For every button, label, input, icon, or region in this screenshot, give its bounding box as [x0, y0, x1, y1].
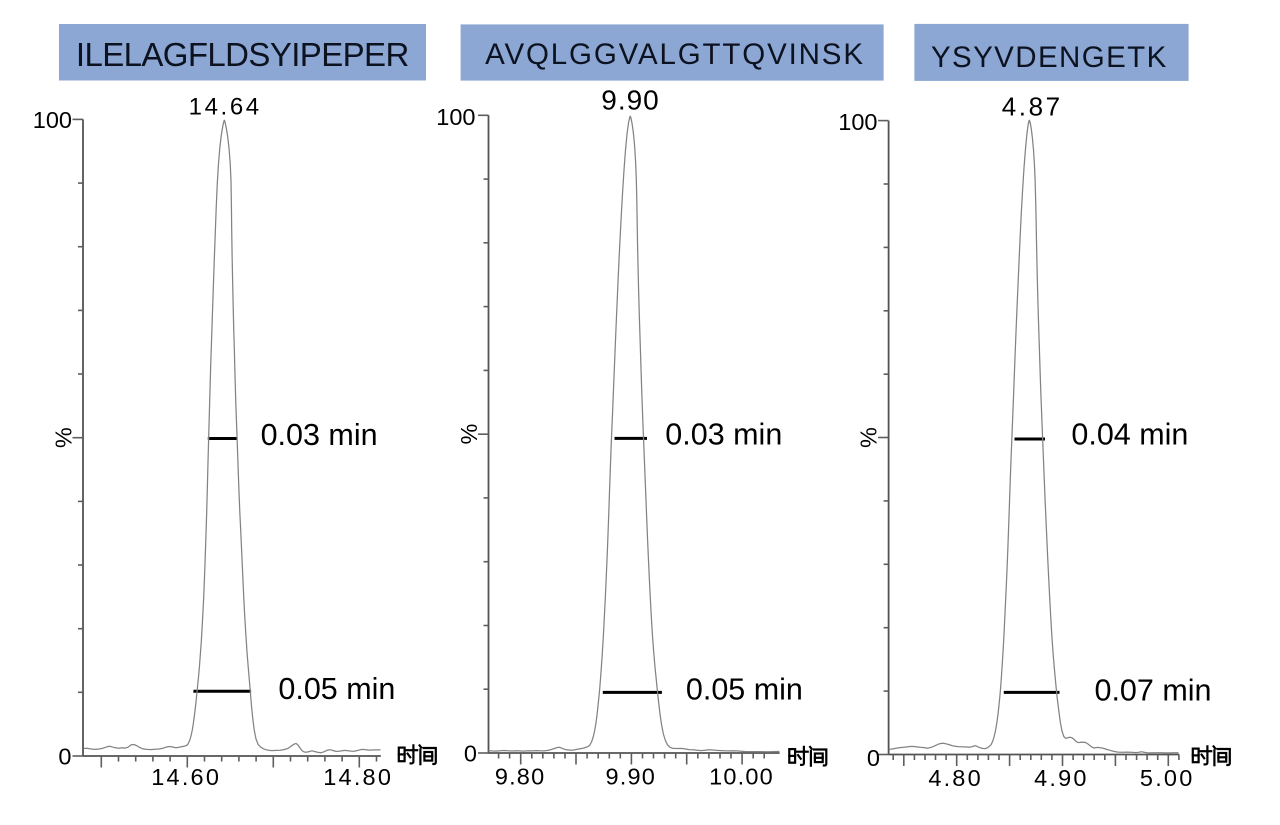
svg-text:AVQLGGVALGTTQVINSK: AVQLGGVALGTTQVINSK [485, 38, 865, 71]
svg-text:%: % [856, 427, 882, 448]
svg-text:14.60: 14.60 [151, 764, 221, 790]
svg-text:14.64: 14.64 [189, 93, 262, 120]
svg-text:0.04 min: 0.04 min [1071, 418, 1188, 452]
svg-text:14.80: 14.80 [323, 764, 393, 790]
svg-text:9.90: 9.90 [601, 85, 660, 116]
svg-text:10.00: 10.00 [709, 764, 774, 790]
svg-text:%: % [51, 427, 77, 448]
svg-text:4.87: 4.87 [1002, 91, 1063, 121]
svg-text:5.00: 5.00 [1140, 765, 1195, 791]
svg-text:100: 100 [838, 109, 877, 135]
svg-text:ILELAGFLDSYIPEPER: ILELAGFLDSYIPEPER [76, 36, 409, 73]
svg-text:100: 100 [436, 104, 475, 130]
svg-text:9.80: 9.80 [495, 764, 546, 790]
svg-text:0: 0 [58, 744, 71, 770]
svg-text:0.05 min: 0.05 min [686, 672, 803, 706]
svg-text:0.03 min: 0.03 min [665, 418, 782, 452]
svg-text:100: 100 [33, 107, 72, 133]
svg-text:0.07 min: 0.07 min [1095, 674, 1212, 708]
svg-text:0.03 min: 0.03 min [261, 418, 378, 452]
svg-text:4.90: 4.90 [1034, 765, 1089, 791]
svg-text:0.05 min: 0.05 min [278, 672, 395, 706]
svg-text:0: 0 [867, 745, 880, 771]
svg-text:0: 0 [464, 741, 477, 767]
svg-text:YSYVDENGETK: YSYVDENGETK [931, 41, 1168, 74]
svg-text:4.80: 4.80 [928, 765, 983, 791]
svg-text:%: % [456, 424, 482, 445]
svg-text:9.90: 9.90 [606, 764, 657, 790]
